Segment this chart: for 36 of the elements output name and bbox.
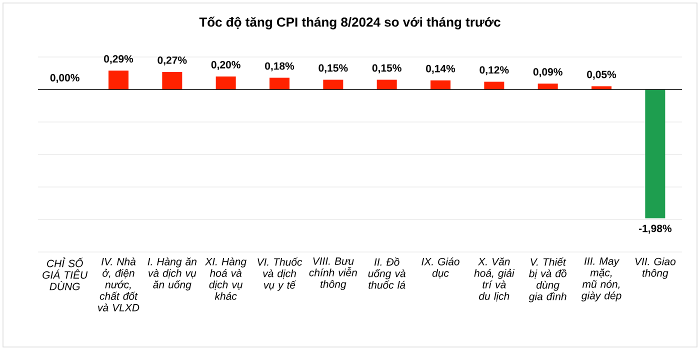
x-tick-label: XI. Hàng hoá và dịch vụ khác xyxy=(204,258,246,300)
x-tick-label: VIII. Bưu chính viễn thông xyxy=(309,258,357,290)
data-label: 0,00% xyxy=(50,74,80,83)
x-tick-label: V. Thiết bị và đồ dùng gia đình xyxy=(528,258,566,302)
x-tick-label: VI. Thuốc và dịch vụ y tế xyxy=(258,258,302,291)
data-label: 0,14% xyxy=(426,64,456,74)
x-tick-label: X. Văn hoá, giải trí và du lịch xyxy=(474,258,515,302)
bar xyxy=(108,70,128,90)
bar xyxy=(484,82,504,90)
bar xyxy=(216,76,236,90)
bar xyxy=(430,80,451,90)
data-label: 0,20% xyxy=(211,61,240,70)
data-label: 0,05% xyxy=(587,70,616,80)
data-label: -1,98% xyxy=(638,224,672,234)
bar xyxy=(323,80,344,90)
bar xyxy=(162,72,182,90)
bar xyxy=(538,84,558,90)
x-tick-label: VII. Giao thông xyxy=(635,258,676,279)
data-label: 0,15% xyxy=(318,64,348,74)
x-tick-label: III. May mặc, mũ nón, giày dép xyxy=(581,258,622,302)
bar xyxy=(645,90,666,218)
data-label: 0,12% xyxy=(480,66,509,76)
data-label: 0,29% xyxy=(104,55,134,64)
bar xyxy=(592,86,612,90)
bar xyxy=(270,78,290,90)
x-tick-label: I. Hàng ăn và dịch vụ ăn uống xyxy=(148,258,196,290)
x-tick-label: IV. Nhà ở, điện nước, chất đốt và VLXD xyxy=(98,258,140,312)
x-tick-label: IX. Giáo dục xyxy=(422,258,460,278)
x-tick-label: CHỈ SỐ GIÁ TIÊU DÙNG xyxy=(42,258,88,290)
data-label: 0,15% xyxy=(372,64,402,74)
data-label: 0,27% xyxy=(158,56,187,66)
bar xyxy=(376,80,397,90)
data-label: 0,18% xyxy=(265,62,294,72)
data-label: 0,09% xyxy=(533,68,562,78)
x-tick-label: II. Đồ uống và thuốc lá xyxy=(368,258,406,289)
chart-title: Tốc độ tăng CPI tháng 8/2024 so với tháng trước xyxy=(199,16,500,30)
